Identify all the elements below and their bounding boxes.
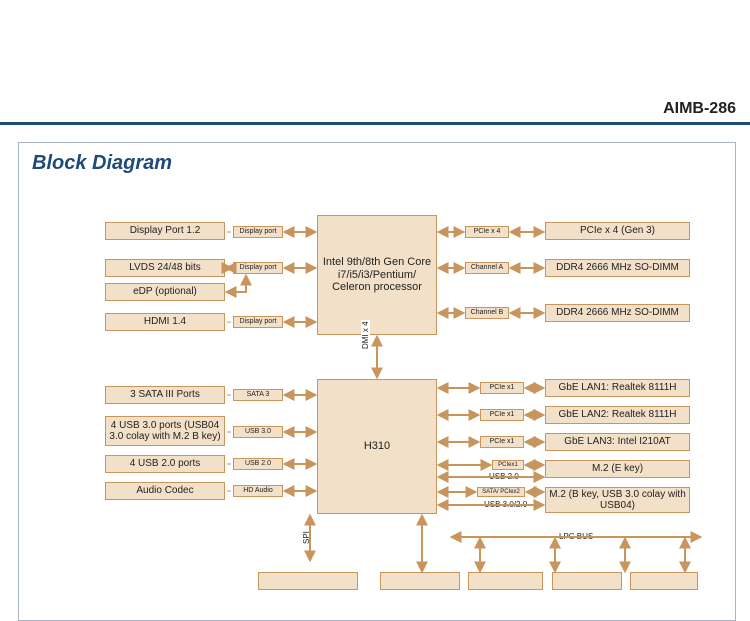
cutoff-box — [258, 572, 358, 590]
cutoff-box — [552, 572, 622, 590]
arrows-layer — [0, 0, 750, 591]
cutoff-box — [630, 572, 698, 590]
cutoff-box — [380, 572, 460, 590]
cutoff-box — [468, 572, 543, 590]
